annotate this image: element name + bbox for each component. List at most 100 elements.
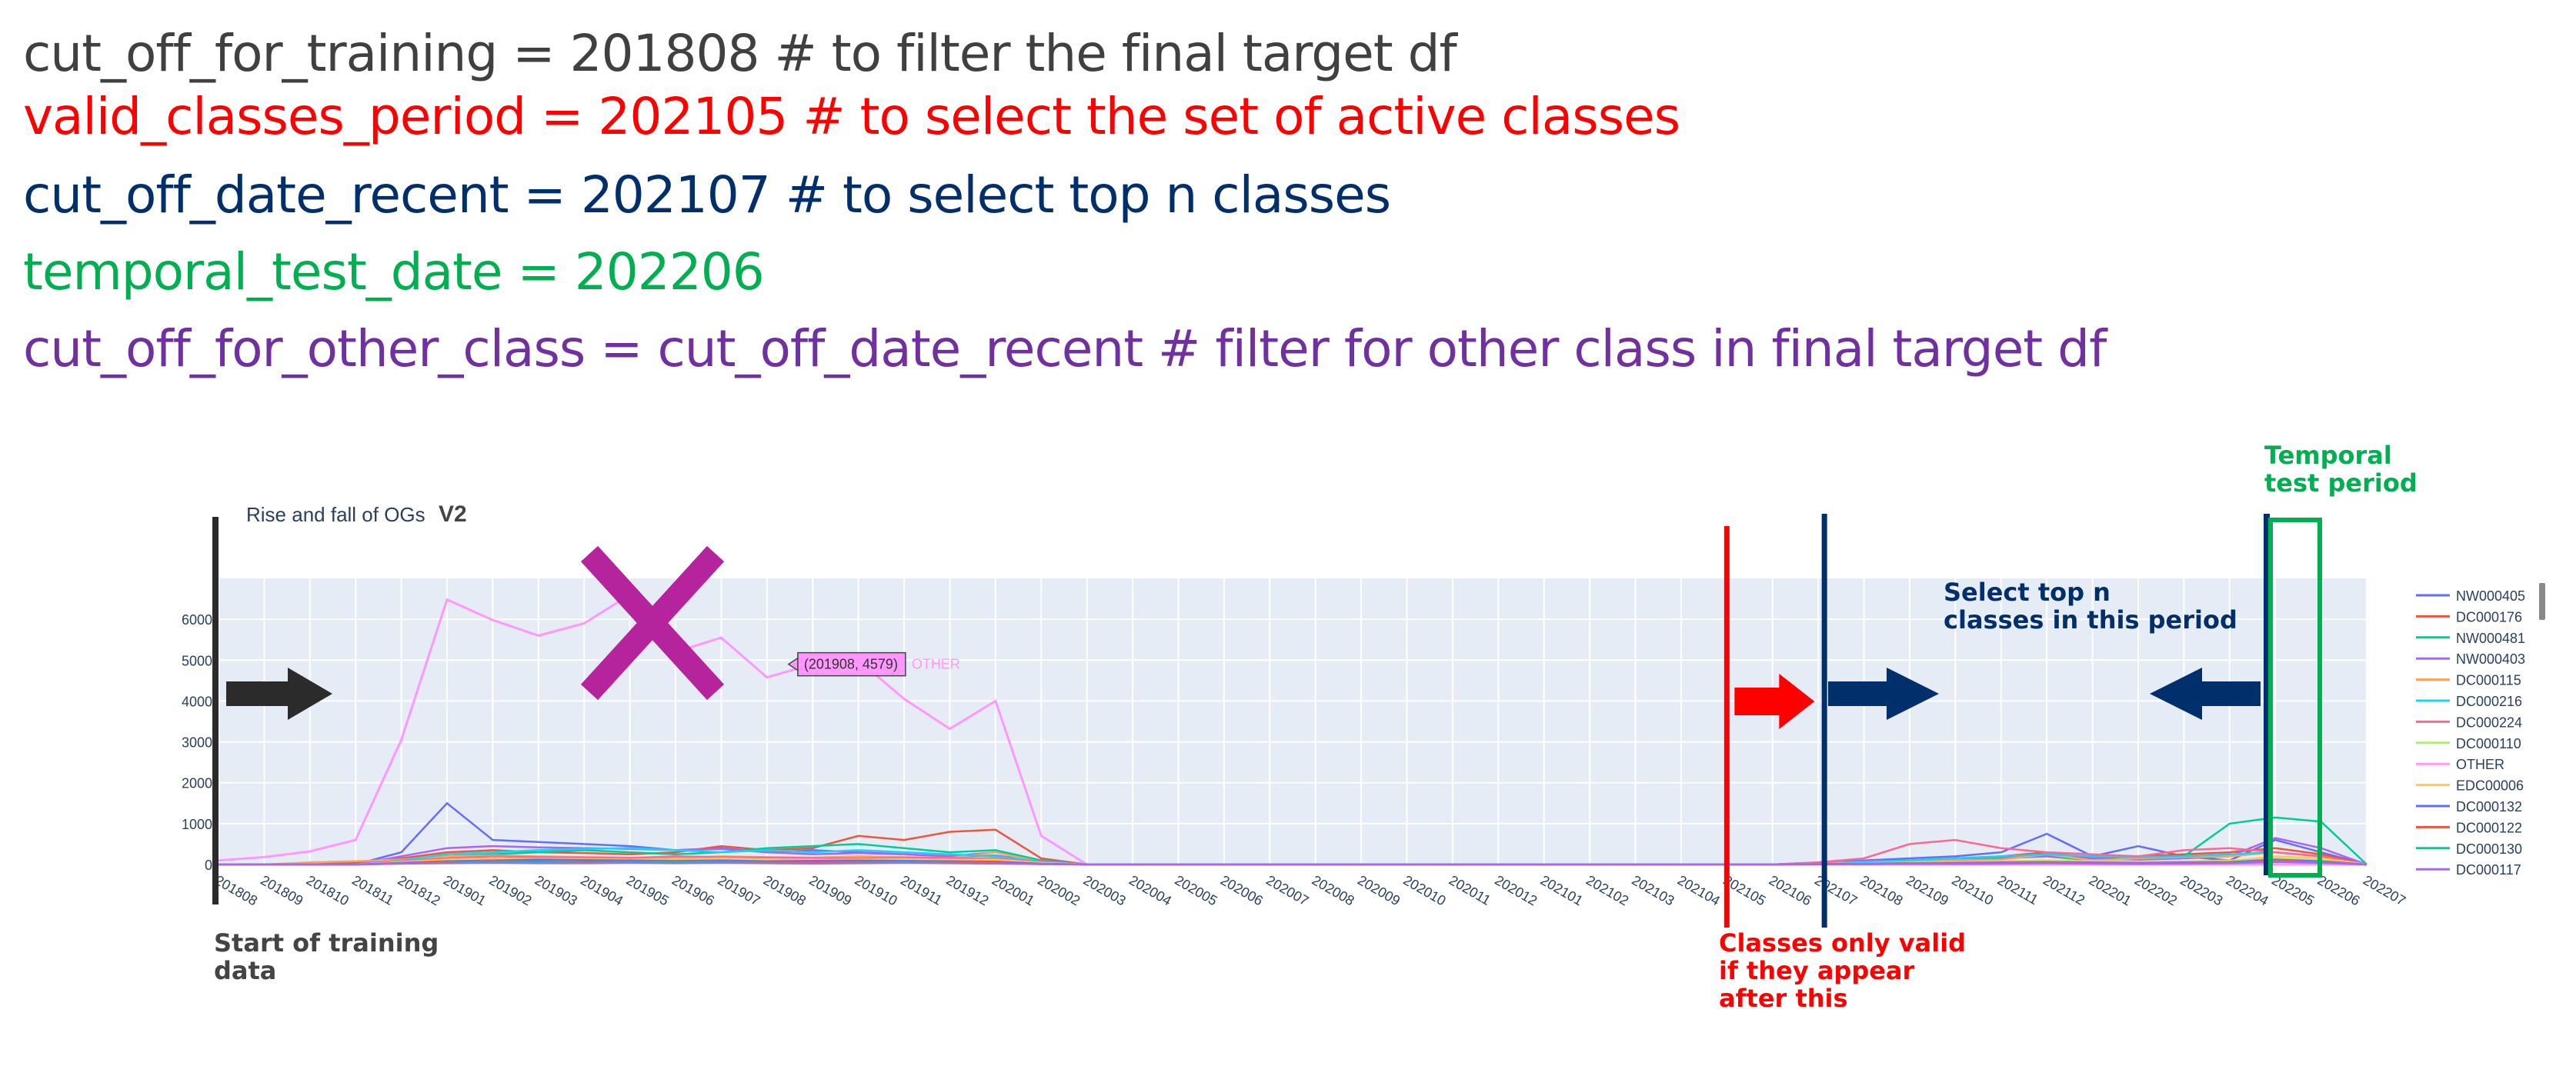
x-tick-label: 202109 bbox=[1904, 872, 1951, 908]
x-tick-label: 201906 bbox=[669, 872, 717, 908]
y-tick-label: 2000 bbox=[182, 776, 212, 791]
legend-label-dc000122: DC000122 bbox=[2456, 820, 2522, 835]
x-tick-label: 202006 bbox=[1218, 872, 1266, 908]
x-tick-label: 202203 bbox=[2177, 872, 2225, 908]
x-tick-label: 201909 bbox=[806, 872, 854, 908]
arrow-right-icon bbox=[1828, 668, 1939, 720]
hover-tooltip-text: (201908, 4579) bbox=[804, 657, 898, 672]
chart-title-suffix: V2 bbox=[439, 501, 467, 527]
y-tick-label: 0 bbox=[205, 858, 212, 873]
y-tick-label: 4000 bbox=[182, 694, 212, 709]
x-tick-label: 201808 bbox=[212, 872, 260, 908]
code-line-2: valid_classes_period = 202105 # to selec… bbox=[23, 87, 1680, 146]
x-tick-label: 201910 bbox=[853, 872, 900, 908]
x-tick-label: 201904 bbox=[578, 872, 626, 908]
x-tick-label: 202106 bbox=[1767, 872, 1814, 908]
x-tick-label: 202101 bbox=[1538, 872, 1586, 908]
legend-label-dc000110: DC000110 bbox=[2456, 736, 2521, 751]
legend-label-dc000130: DC000130 bbox=[2456, 841, 2522, 857]
x-tick-label: 201912 bbox=[943, 872, 991, 908]
annotation-temporal-test-period: Temporal test period bbox=[2264, 441, 2418, 497]
chart: Rise and fall of OGs V2 0 1000 2000 3000 400… bbox=[182, 501, 2545, 928]
x-tick-label: 202111 bbox=[1995, 872, 2041, 908]
series-line-dc000117 bbox=[219, 861, 2367, 866]
x-tick-label: 202103 bbox=[1630, 872, 1677, 908]
ann-topn-line: classes in this period bbox=[1944, 605, 2237, 635]
x-tick-label: 202008 bbox=[1310, 872, 1357, 908]
legend-label-other: OTHER bbox=[2456, 757, 2504, 772]
ann-valid-line: Classes only valid bbox=[1719, 928, 1967, 958]
x-tick-label: 202104 bbox=[1675, 872, 1723, 908]
temporal-test-box bbox=[2268, 518, 2322, 878]
x-tick-label: 202108 bbox=[1858, 872, 1906, 908]
x-tick-label: 202002 bbox=[1035, 872, 1083, 908]
x-tick-label: 201907 bbox=[715, 872, 762, 908]
x-tick-label: 201809 bbox=[258, 872, 305, 908]
x-tick-label: 201812 bbox=[395, 872, 443, 908]
x-tick-label: 201908 bbox=[761, 872, 809, 908]
x-tick-label: 201911 bbox=[898, 872, 945, 908]
x-tick-label: 202009 bbox=[1355, 872, 1403, 908]
x-tick-label: 201811 bbox=[349, 872, 396, 908]
hover-tooltip-series: OTHER bbox=[912, 657, 960, 672]
annotation-select-top-n: Select top n classes in this period bbox=[1944, 578, 2237, 634]
x-tick-label: 202202 bbox=[2132, 872, 2180, 908]
legend-label-edc00006: EDC00006 bbox=[2456, 778, 2524, 794]
legend-label-dc000224: DC000224 bbox=[2456, 715, 2522, 730]
legend-scrollbar[interactable] bbox=[2539, 583, 2545, 620]
legend-label-dc000176: DC000176 bbox=[2456, 609, 2522, 625]
x-tick-label: 201905 bbox=[624, 872, 672, 908]
x-tick-label: 201810 bbox=[304, 872, 352, 908]
x-tick-label: 201903 bbox=[532, 872, 580, 908]
y-tick-label: 1000 bbox=[182, 817, 212, 832]
legend-label-dc000132: DC000132 bbox=[2456, 799, 2522, 814]
ann-test-line: test period bbox=[2264, 468, 2418, 498]
x-tick-label: 202206 bbox=[2315, 872, 2363, 908]
ann-valid-line: after this bbox=[1719, 984, 1848, 1013]
x-tick-label: 202110 bbox=[1949, 872, 1996, 908]
ann-start-line: Start of training bbox=[214, 928, 439, 958]
legend-label-nw000481: NW000481 bbox=[2456, 631, 2525, 646]
x-tick-label: 202107 bbox=[1812, 872, 1860, 908]
ann-test-line: Temporal bbox=[2264, 441, 2392, 470]
ann-start-line: data bbox=[214, 956, 277, 985]
x-tick-label: 202207 bbox=[2361, 872, 2408, 908]
x-tick-label: 201902 bbox=[486, 872, 534, 908]
x-tick-label: 202007 bbox=[1263, 872, 1311, 908]
legend-label-nw000403: NW000403 bbox=[2456, 651, 2525, 667]
x-tick-label: 202011 bbox=[1446, 872, 1493, 908]
x-tick-label: 202201 bbox=[2087, 872, 2134, 908]
y-tick-label: 5000 bbox=[182, 653, 212, 668]
x-tick-label: 202204 bbox=[2224, 872, 2271, 908]
x-tick-label: 201901 bbox=[441, 872, 489, 908]
legend-label-nw000405: NW000405 bbox=[2456, 588, 2525, 604]
ann-valid-line: if they appear bbox=[1719, 956, 1915, 985]
annotation-classes-valid: Classes only valid if they appear after th… bbox=[1719, 929, 1966, 1012]
x-tick-label: 202012 bbox=[1492, 872, 1540, 908]
code-line-5: cut_off_for_other_class = cut_off_date_r… bbox=[23, 319, 2107, 378]
arrow-right-icon bbox=[1734, 674, 1815, 729]
x-tick-label: 202005 bbox=[1172, 872, 1220, 908]
x-tick-label: 202205 bbox=[2269, 872, 2317, 908]
annotation-start-of-training: Start of training data bbox=[214, 929, 439, 984]
y-tick-label: 6000 bbox=[182, 612, 212, 628]
cross-mark-icon bbox=[580, 545, 725, 701]
legend-label-dc000115: DC000115 bbox=[2456, 673, 2521, 688]
x-tick-label: 202010 bbox=[1401, 872, 1449, 908]
y-tick-label: 3000 bbox=[182, 735, 212, 751]
code-line-4: temporal_test_date = 202206 bbox=[23, 242, 765, 301]
arrow-left-icon bbox=[2150, 668, 2261, 720]
x-tick-label: 202004 bbox=[1126, 872, 1174, 908]
x-tick-label: 202003 bbox=[1081, 872, 1129, 908]
legend-label-dc000216: DC000216 bbox=[2456, 694, 2522, 709]
ann-topn-line: Select top n bbox=[1944, 578, 2111, 607]
arrow-right-icon bbox=[226, 668, 332, 720]
code-line-3: cut_off_date_recent = 202107 # to select… bbox=[23, 165, 1391, 225]
x-tick-label: 202102 bbox=[1583, 872, 1631, 908]
x-tick-label: 202112 bbox=[2040, 872, 2087, 908]
code-line-1: cut_off_for_training = 201808 # to filte… bbox=[23, 24, 1457, 83]
legend-label-dc000117: DC000117 bbox=[2456, 862, 2521, 878]
x-tick-label: 202001 bbox=[989, 872, 1037, 908]
chart-title: Rise and fall of OGs bbox=[246, 503, 425, 526]
hover-tooltip-pointer bbox=[787, 657, 799, 672]
